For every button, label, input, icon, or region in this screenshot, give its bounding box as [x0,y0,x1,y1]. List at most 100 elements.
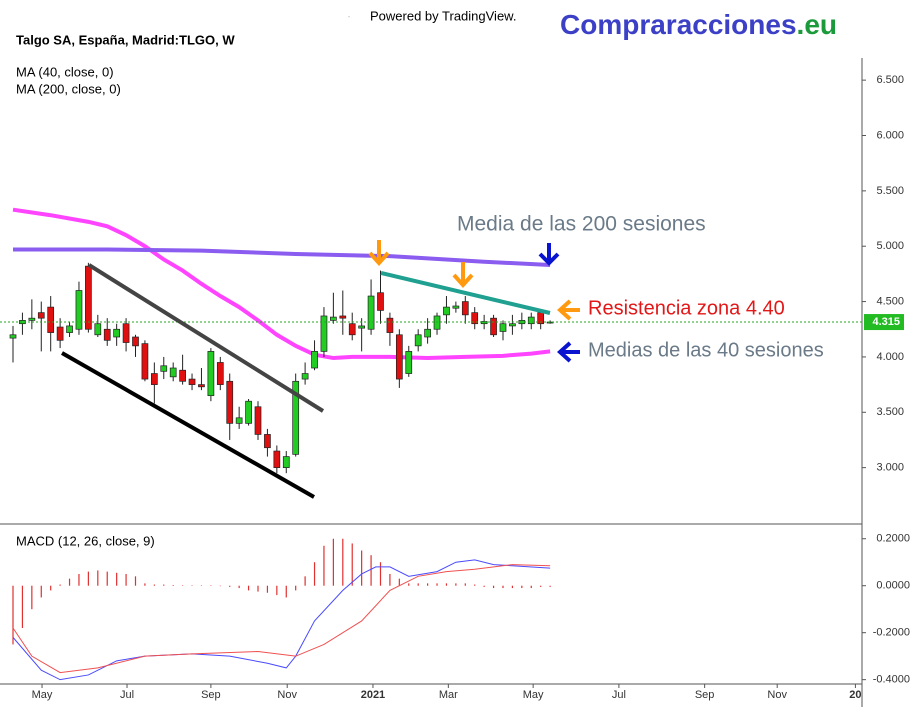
candle-body [377,292,384,311]
candle-body [160,365,168,372]
channel-upper [87,263,325,413]
candle-body [282,456,290,468]
x-tick-label: May [523,689,544,701]
candle-body [433,315,441,330]
series-line [13,247,551,268]
candle-body [461,301,469,316]
y-tick-label: 5.000 [876,240,904,252]
series-line [12,564,551,674]
series-line [12,559,551,681]
y-tick-label: 4.500 [876,295,904,307]
candle-body [235,417,243,424]
candle-body [509,323,516,327]
candle-body [480,321,488,325]
candle-body [150,373,158,385]
blue-arrow [557,341,580,363]
candle-body [122,323,130,343]
resistance-line [380,271,551,315]
x-tick-label: 20 [849,689,861,701]
brand-suffix: .eu [797,9,837,40]
y-tick-label: 3.000 [876,462,904,474]
y-tick-label: 4.000 [876,351,904,363]
candle-body [414,334,422,347]
candle-body [386,317,394,333]
candle-body [499,323,507,332]
candle-body [254,406,262,435]
y-tick-label: 5.500 [876,185,904,197]
candle-body [320,315,328,352]
candle-body [94,323,102,336]
candle-body [330,316,337,321]
channel-lower [61,351,315,499]
candle-body [103,328,111,341]
candle-body [66,325,73,333]
annotation-resistance: Resistencia zona 4.40 [588,297,785,319]
candle-body [395,334,403,380]
x-tick-label: May [32,689,53,701]
x-tick-label: Jul [120,689,134,701]
x-tick-label: Sep [201,689,221,701]
x-tick-label: Nov [767,689,787,701]
x-tick-label: 2021 [361,689,385,701]
legend-ma200: MA (200, close, 0) [16,81,121,96]
candle-body [113,328,121,338]
candle-body [527,316,535,325]
candle-body [367,295,375,330]
candle-body [216,362,224,385]
candle-body [311,351,318,369]
y-tick-label: -0.2000 [873,627,910,639]
candle-body [452,305,460,309]
y-tick-label: -0.4000 [873,674,910,686]
candle-body [47,306,55,333]
series-line [12,207,551,361]
candle-body [207,351,215,397]
candle-body [273,450,281,468]
candle-body [56,326,64,341]
y-tick-label: 6.500 [876,74,904,86]
chart-title: Talgo SA, España, Madrid:TLGO, W [16,32,235,47]
candle-body [424,328,431,338]
brand: Compraracciones.eu [560,9,837,40]
orange-arrow [368,240,390,266]
powered-by: Powered by TradingView. [370,8,516,23]
brand-name: Compraracciones [560,9,797,40]
candle-body [471,312,479,325]
candle-body [188,378,196,385]
last-price-box [864,314,904,331]
last-price-label: 4.315 [872,316,900,328]
macd-title: MACD (12, 26, close, 9) [16,533,155,548]
candle-body [339,315,347,319]
x-tick-label: Jul [612,689,626,701]
legend-ma40: MA (40, close, 0) [16,64,114,79]
x-tick-label: Mar [439,689,458,701]
candle-body [358,325,365,329]
dot: · [348,15,350,21]
candle-body [245,400,252,424]
candle-body [405,351,413,374]
candle-body [132,336,139,347]
candle-body [348,323,356,336]
candle-body [179,369,186,382]
candle-body [28,317,36,321]
orange-arrow [452,262,474,288]
candle-body [264,434,271,449]
annotation-ma40: Medias de las 40 sesiones [588,339,824,361]
candle-body [198,384,205,388]
y-tick-label: 3.500 [876,406,904,418]
candle-body [85,265,92,330]
candle-body [169,367,177,378]
candle-body [443,306,450,316]
candle-body [301,373,309,380]
y-tick-label: 0.2000 [876,533,910,545]
x-tick-label: Nov [277,689,297,701]
candle-body [490,317,497,336]
layers: 6.500 6.000 5.500 5.000 4.500 4.000 3.500 3.000… [0,58,910,707]
orange-arrow [557,299,580,321]
candle-body [292,380,300,455]
candle-body [37,312,45,319]
annotation-ma200: Media de las 200 sesiones [457,213,706,236]
blue-arrow [538,243,560,266]
candle-body [9,334,17,339]
